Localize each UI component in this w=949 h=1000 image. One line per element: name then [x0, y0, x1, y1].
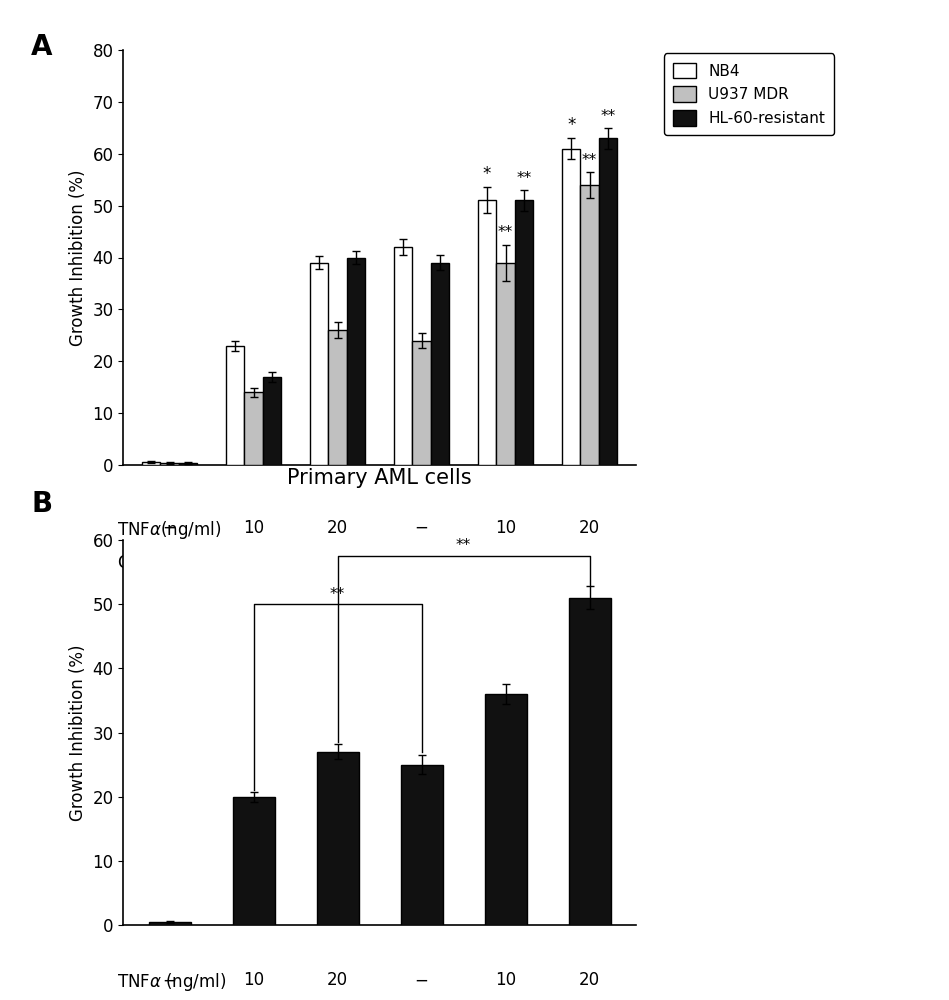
Text: 10: 10	[243, 519, 264, 537]
Bar	[599, 138, 618, 465]
Text: 10: 10	[495, 519, 516, 537]
Bar	[328, 330, 346, 465]
Text: *: *	[567, 116, 575, 134]
Bar	[515, 200, 533, 465]
Text: **: **	[601, 109, 616, 124]
Text: **: **	[516, 171, 531, 186]
Text: −: −	[415, 519, 429, 537]
Y-axis label: Growth Inhibition (%): Growth Inhibition (%)	[69, 644, 87, 821]
Bar	[485, 694, 527, 925]
Text: 20: 20	[327, 971, 348, 989]
Text: 10: 10	[495, 971, 516, 989]
Bar	[394, 247, 413, 465]
Text: 10: 10	[243, 971, 264, 989]
Bar	[233, 797, 274, 925]
Bar	[581, 185, 599, 465]
Text: −: −	[330, 552, 344, 570]
Text: TNF$\alpha$(ng/ml): TNF$\alpha$(ng/ml)	[118, 519, 222, 541]
Text: **: **	[498, 225, 513, 240]
Bar	[226, 346, 244, 465]
Text: −: −	[247, 552, 261, 570]
Bar	[149, 922, 191, 925]
Bar	[496, 263, 515, 465]
Bar	[568, 598, 610, 925]
Bar	[478, 200, 496, 465]
Text: 20: 20	[579, 519, 600, 537]
Text: +: +	[498, 552, 512, 570]
Text: −: −	[162, 971, 177, 989]
Legend: NB4, U937 MDR, HL-60-resistant: NB4, U937 MDR, HL-60-resistant	[664, 53, 834, 135]
Text: *: *	[483, 165, 492, 183]
Bar	[263, 377, 281, 465]
Text: A: A	[31, 33, 52, 61]
Bar	[346, 257, 365, 465]
Text: Oroxylin A (20$\mu$M): Oroxylin A (20$\mu$M)	[118, 552, 269, 574]
Text: −: −	[162, 519, 177, 537]
Text: −: −	[415, 971, 429, 989]
Text: **: **	[330, 587, 345, 602]
Bar	[310, 263, 328, 465]
Text: **: **	[456, 538, 472, 553]
Bar	[413, 340, 431, 465]
Bar	[431, 263, 449, 465]
Bar	[562, 149, 581, 465]
Bar	[317, 752, 359, 925]
Text: +: +	[415, 552, 429, 570]
Bar	[160, 463, 178, 465]
Bar	[178, 463, 197, 465]
Bar	[400, 765, 442, 925]
Text: TNF$\alpha$ (ng/ml): TNF$\alpha$ (ng/ml)	[118, 971, 227, 993]
Title: Primary AML cells: Primary AML cells	[288, 468, 472, 488]
Text: B: B	[31, 490, 52, 518]
Text: 20: 20	[327, 519, 348, 537]
Bar	[141, 462, 160, 465]
Text: 20: 20	[579, 971, 600, 989]
Text: −: −	[162, 552, 177, 570]
Text: +: +	[583, 552, 597, 570]
Text: **: **	[582, 153, 597, 168]
Bar	[244, 392, 263, 465]
Y-axis label: Growth Inhibition (%): Growth Inhibition (%)	[69, 169, 87, 346]
